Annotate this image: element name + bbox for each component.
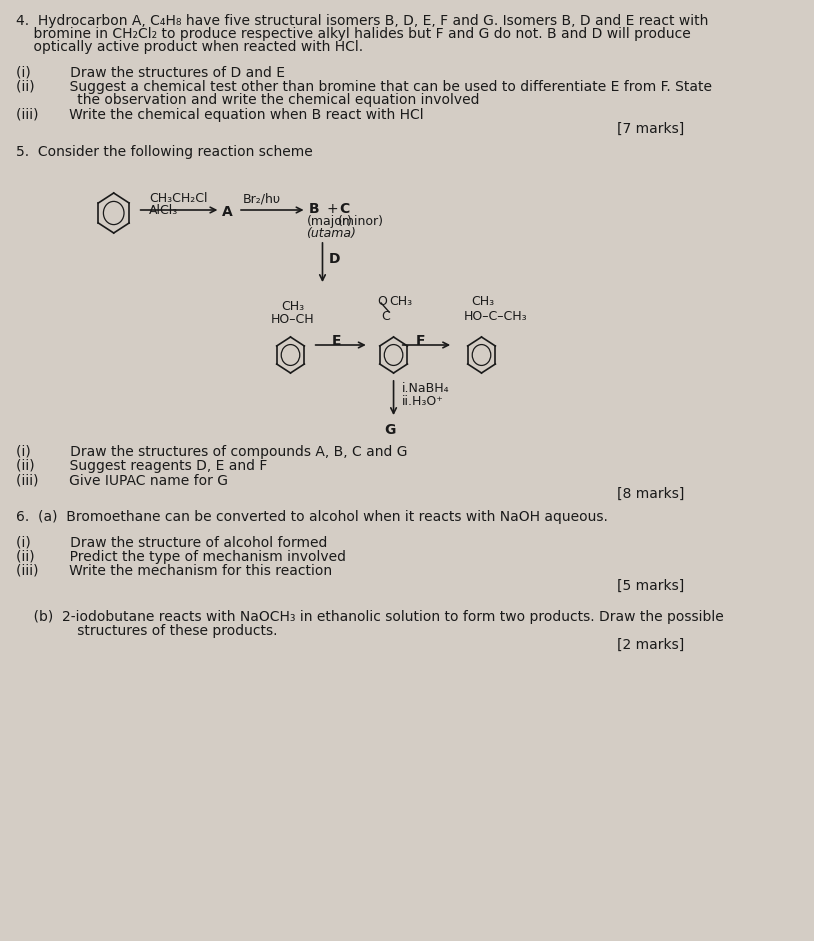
Text: F: F <box>416 334 425 348</box>
Text: C: C <box>339 202 350 216</box>
Text: i.NaBH₄: i.NaBH₄ <box>401 382 449 395</box>
Text: ii.H₃O⁺: ii.H₃O⁺ <box>401 395 444 408</box>
Text: (iii)       Write the chemical equation when B react with HCl: (iii) Write the chemical equation when B… <box>16 108 423 122</box>
Text: (iii)       Give IUPAC name for G: (iii) Give IUPAC name for G <box>16 473 228 487</box>
Text: A: A <box>222 205 233 219</box>
Text: B: B <box>309 202 320 216</box>
Text: CH₃: CH₃ <box>470 295 494 308</box>
Text: (b)  2-iodobutane reacts with NaOCH₃ in ethanolic solution to form two products.: (b) 2-iodobutane reacts with NaOCH₃ in e… <box>16 610 724 624</box>
Text: (ii)        Suggest reagents D, E and F: (ii) Suggest reagents D, E and F <box>16 459 267 473</box>
Text: optically active product when reacted with HCl.: optically active product when reacted wi… <box>16 40 363 54</box>
Text: HO–C–CH₃: HO–C–CH₃ <box>464 310 527 323</box>
Text: C: C <box>381 310 390 323</box>
Text: Br₂/hυ: Br₂/hυ <box>243 192 281 205</box>
Text: D: D <box>329 252 340 266</box>
Text: CH₃: CH₃ <box>282 300 304 313</box>
Text: (ii)        Suggest a chemical test other than bromine that can be used to diffe: (ii) Suggest a chemical test other than … <box>16 80 712 94</box>
Text: 4.  Hydrocarbon A, C₄H₈ have five structural isomers B, D, E, F and G. Isomers B: 4. Hydrocarbon A, C₄H₈ have five structu… <box>16 14 708 28</box>
Text: [7 marks]: [7 marks] <box>618 122 685 136</box>
Text: (utama): (utama) <box>307 227 357 240</box>
Text: (minor): (minor) <box>338 215 383 228</box>
Text: HO–CH: HO–CH <box>271 313 314 326</box>
Text: [2 marks]: [2 marks] <box>618 638 685 652</box>
Text: CH₃CH₂Cl: CH₃CH₂Cl <box>149 192 208 205</box>
Text: 5.  Consider the following reaction scheme: 5. Consider the following reaction schem… <box>16 145 313 159</box>
Text: the observation and write the chemical equation involved: the observation and write the chemical e… <box>16 93 479 107</box>
Text: (iii)       Write the mechanism for this reaction: (iii) Write the mechanism for this react… <box>16 564 332 578</box>
Text: (ii)        Predict the type of mechanism involved: (ii) Predict the type of mechanism invol… <box>16 550 346 564</box>
Text: [8 marks]: [8 marks] <box>618 487 685 501</box>
Text: structures of these products.: structures of these products. <box>16 624 278 638</box>
Text: bromine in CH₂Cl₂ to produce respective alkyl halides but F and G do not. B and : bromine in CH₂Cl₂ to produce respective … <box>16 27 691 41</box>
Text: 6.  (a)  Bromoethane can be converted to alcohol when it reacts with NaOH aqueou: 6. (a) Bromoethane can be converted to a… <box>16 510 608 524</box>
Text: CH₃: CH₃ <box>389 295 412 308</box>
Text: O: O <box>378 295 387 308</box>
Text: [5 marks]: [5 marks] <box>618 579 685 593</box>
Text: (i)         Draw the structures of D and E: (i) Draw the structures of D and E <box>16 65 285 79</box>
Text: +: + <box>326 202 338 216</box>
Text: (i)         Draw the structure of alcohol formed: (i) Draw the structure of alcohol formed <box>16 536 327 550</box>
Text: (i)         Draw the structures of compounds A, B, C and G: (i) Draw the structures of compounds A, … <box>16 445 408 459</box>
Text: (major): (major) <box>307 215 352 228</box>
Text: G: G <box>383 423 395 437</box>
Text: E: E <box>331 334 341 348</box>
Text: AlCl₃: AlCl₃ <box>149 204 178 217</box>
